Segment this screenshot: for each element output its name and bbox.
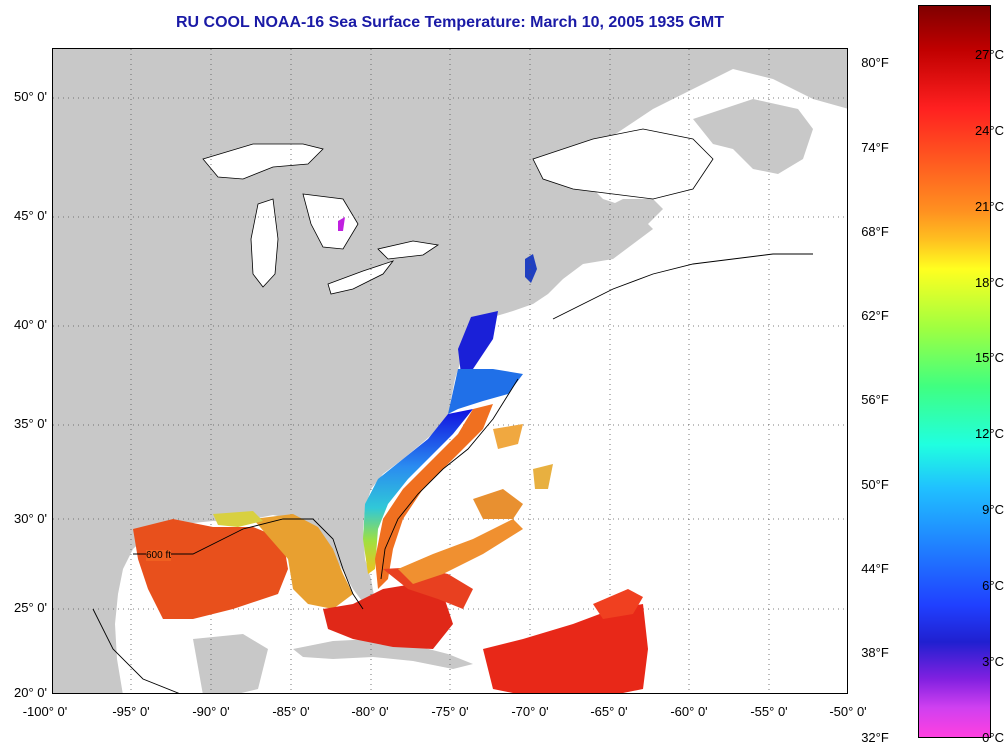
lat-label-35: 35° 0': [14, 416, 47, 431]
lat-label-50: 50° 0': [14, 89, 47, 104]
lon-label-m50: -50° 0': [829, 704, 867, 719]
lat-label-45: 45° 0': [14, 208, 47, 223]
cb-c-label-15: 15°C: [974, 350, 1004, 365]
cb-c-label-9: 9°C: [982, 502, 1004, 517]
lon-label-m70: -70° 0': [511, 704, 549, 719]
lon-label-m55: -55° 0': [750, 704, 788, 719]
cb-c-label-3: 3°C: [982, 654, 1004, 669]
cb-c-label-24: 24°C: [974, 123, 1004, 138]
temperature-colorbar: [918, 5, 991, 738]
cb-f-label-80: 80°F: [861, 55, 889, 70]
lon-label-m90: -90° 0': [192, 704, 230, 719]
sst-data: [133, 217, 648, 693]
cb-c-label-6: 6°C: [982, 578, 1004, 593]
lat-label-25: 25° 0': [14, 600, 47, 615]
lake-erie: [327, 260, 395, 295]
lat-label-30: 30° 0': [14, 511, 47, 526]
lon-label-m80: -80° 0': [351, 704, 389, 719]
lon-label-m65: -65° 0': [590, 704, 628, 719]
cb-f-label-32: 32°F: [861, 730, 889, 745]
cb-c-label-18: 18°C: [974, 275, 1004, 290]
bay-of-fundy-blue: [525, 254, 537, 283]
cb-f-label-74: 74°F: [861, 140, 889, 155]
land-cuba: [293, 639, 473, 669]
land-north-america: [53, 49, 847, 693]
lon-label-m60: -60° 0': [670, 704, 708, 719]
cb-f-label-38: 38°F: [861, 645, 889, 660]
lon-label-m75: -75° 0': [431, 704, 469, 719]
cb-c-label-27: 27°C: [974, 47, 1004, 62]
land-nova-scotia: [583, 199, 663, 254]
depth-contour-600ft: [92, 253, 813, 693]
lon-label-m95: -95° 0': [112, 704, 150, 719]
cb-c-label-12: 12°C: [974, 426, 1004, 441]
cb-f-label-44: 44°F: [861, 561, 889, 576]
map-title: RU COOL NOAA-16 Sea Surface Temperature:…: [175, 14, 725, 31]
sst-map[interactable]: [52, 48, 848, 694]
st-lawrence-gulf: [532, 128, 714, 200]
cb-c-label-21: 21°C: [974, 199, 1004, 214]
sst-map-canvas[interactable]: [53, 49, 848, 694]
cb-f-label-56: 56°F: [861, 392, 889, 407]
lake-superior: [202, 143, 324, 180]
lat-label-40: 40° 0': [14, 317, 47, 332]
lat-label-20: 20° 0': [14, 685, 47, 700]
cb-f-label-50: 50°F: [861, 477, 889, 492]
cb-f-label-68: 68°F: [861, 224, 889, 239]
lon-label-m100: -100° 0': [22, 704, 68, 719]
contour-label: 600 ft: [146, 550, 172, 561]
lake-ontario: [377, 240, 440, 260]
cb-c-label-0: 0°C: [982, 730, 1004, 745]
lon-label-m85: -85° 0': [272, 704, 310, 719]
cb-f-label-62: 62°F: [861, 308, 889, 323]
lake-michigan: [250, 198, 279, 288]
lake-huron: [302, 193, 359, 250]
land-newfoundland: [693, 99, 813, 174]
land-yucatan: [193, 634, 268, 693]
